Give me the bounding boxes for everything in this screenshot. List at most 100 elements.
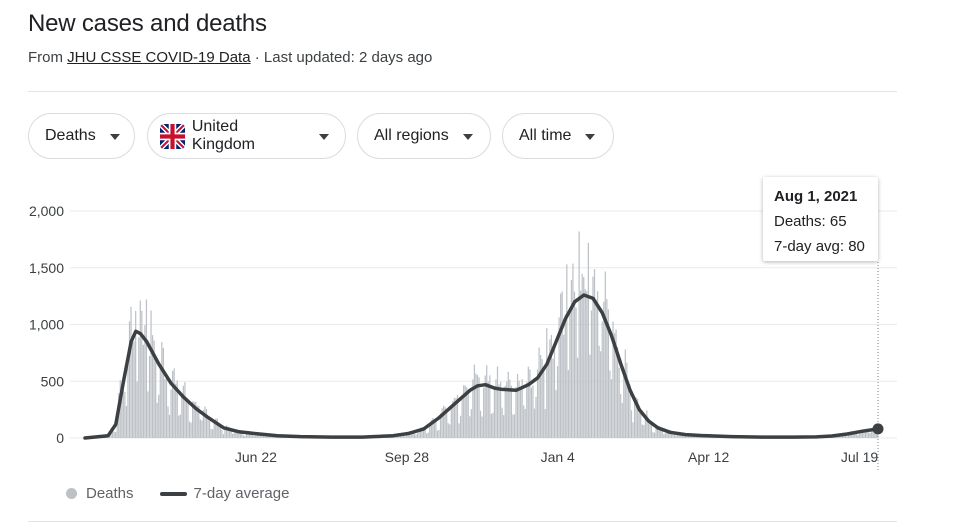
country-dropdown[interactable]: United Kingdom [147,113,346,159]
legend-deaths-label: Deaths [86,485,134,502]
bar [523,405,525,438]
bottom-divider [28,521,897,522]
bar [629,384,631,438]
region-dropdown[interactable]: All regions [357,113,491,159]
tooltip-average: 7-day avg: 80 [774,238,865,255]
bar [601,321,603,438]
source-link[interactable]: JHU CSSE COVID-19 Data [67,49,251,66]
bar [199,419,201,438]
bar [595,299,597,438]
bar [544,409,546,438]
bar [606,299,608,438]
bar [184,382,186,438]
bar [580,290,582,438]
bar [255,435,257,438]
bar [256,434,258,438]
bar [176,380,178,438]
bar [232,433,234,438]
bar [121,393,123,438]
bar [672,432,674,438]
bar [626,362,628,438]
bar [138,337,140,438]
bar [401,434,403,438]
top-divider [28,91,897,92]
bar [589,354,591,438]
bar [227,426,229,438]
bar [245,432,248,438]
bar [486,365,488,438]
bar [464,385,466,438]
bar [604,271,606,438]
bar [167,406,169,438]
bar [556,366,559,438]
bar [570,280,573,438]
bar [481,416,483,438]
y-tick-label: 1,000 [29,317,64,333]
metric-dropdown[interactable]: Deaths [28,113,135,159]
bar [171,371,174,438]
bar [683,434,685,438]
y-tick-label: 2,000 [29,203,64,219]
bar [646,410,648,438]
chevron-down-icon [462,134,473,140]
bar [196,405,198,438]
bar [637,398,639,438]
bar [852,431,854,438]
tooltip-date: Aug 1, 2021 [774,188,858,205]
bar [230,427,232,438]
time-label: All time [519,127,572,144]
bar [421,427,423,438]
bar [695,436,697,438]
country-label: United Kingdom [191,118,255,153]
x-tick-label: Jul 19 [841,449,879,465]
bar [165,379,168,438]
source-prefix: From [28,49,63,66]
bar [148,356,151,438]
bar [593,269,596,438]
bar [663,434,665,438]
bar [686,435,688,438]
bar [495,379,497,438]
bar [510,385,512,438]
bar [128,321,131,438]
bar [835,436,837,438]
bar [677,433,679,438]
chart-legend: Deaths 7-day average [66,485,289,502]
bar [478,377,480,438]
bar [233,432,235,438]
bar [175,383,177,438]
bar [661,429,663,438]
bar [610,379,613,438]
bar [147,391,149,438]
bar [660,429,662,438]
bar [459,415,462,438]
bar [122,379,124,438]
bar [576,357,579,438]
bar [275,437,277,438]
bar [422,427,425,438]
bar [558,317,560,438]
bar [179,414,181,438]
bar [623,374,625,438]
bar [402,434,405,438]
bar [239,431,241,438]
bar [168,414,171,438]
bar [144,325,146,438]
bar [855,432,857,438]
bar [492,412,494,438]
bar [650,424,653,438]
bar [493,388,496,438]
bar [521,379,523,438]
bar [512,414,514,438]
time-dropdown[interactable]: All time [502,113,614,159]
bar [261,434,263,438]
bar [484,375,486,438]
source-suffix: · Last updated: 2 days ago [254,49,433,66]
bar [187,400,189,438]
bar [526,382,528,438]
legend-average-swatch [159,491,187,496]
bar [612,321,614,438]
bar [867,432,870,438]
bar [195,402,197,438]
